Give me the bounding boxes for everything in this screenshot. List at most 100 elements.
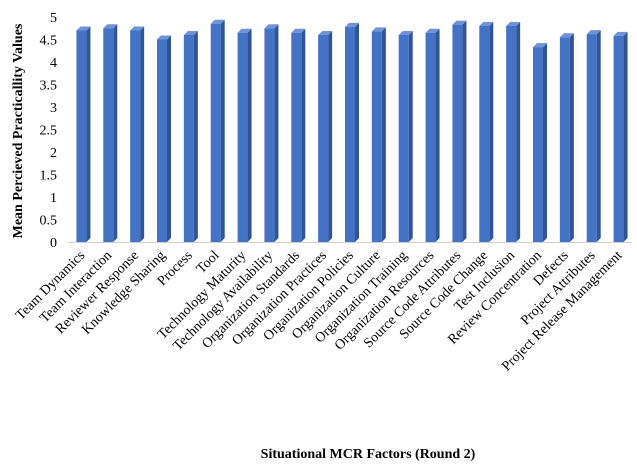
bar-front — [237, 32, 248, 242]
bar — [318, 31, 333, 242]
bar — [183, 31, 198, 242]
bar-front — [103, 28, 114, 242]
y-tick-label: 2.5 — [40, 124, 58, 139]
bar — [613, 31, 628, 243]
bar-front — [452, 24, 463, 243]
bar-top — [103, 24, 118, 29]
y-tick-label: 2 — [50, 146, 57, 161]
bar — [76, 26, 91, 242]
bar-side — [86, 26, 91, 242]
bar — [559, 33, 574, 242]
bar-top — [345, 22, 359, 27]
y-tick-label: 0 — [50, 236, 57, 251]
bar-front — [183, 35, 194, 242]
bar-top — [157, 35, 171, 40]
bar-front — [345, 26, 355, 243]
bar — [479, 22, 494, 242]
bar-top — [533, 43, 547, 48]
bar — [586, 30, 601, 242]
bar-side — [220, 19, 225, 242]
bar-front — [398, 35, 409, 242]
bar-top — [398, 31, 413, 35]
bar-side — [167, 35, 171, 242]
bar — [371, 27, 386, 243]
bar-side — [596, 30, 601, 242]
bar-side — [301, 28, 306, 242]
bar-top — [613, 31, 628, 36]
bar-front — [264, 28, 275, 242]
bar-side — [408, 31, 413, 242]
bar-side — [113, 24, 118, 242]
bar-side — [274, 24, 279, 242]
bar-front — [318, 35, 329, 242]
bar-side — [623, 31, 628, 243]
bar-front — [291, 32, 302, 242]
bar — [157, 35, 171, 242]
bar-top — [291, 28, 306, 33]
bar — [291, 28, 306, 242]
bar-front — [559, 37, 570, 242]
bar-top — [183, 31, 198, 35]
bar — [237, 28, 252, 242]
bar — [210, 19, 225, 242]
bar-front — [157, 39, 167, 242]
bar-side — [489, 22, 494, 242]
bar-top — [425, 28, 440, 33]
bar-side — [516, 22, 521, 242]
bar-front — [425, 32, 436, 242]
bar-top — [586, 30, 601, 35]
bar-top — [237, 28, 252, 33]
bar-top — [479, 22, 494, 26]
bar — [398, 31, 413, 242]
y-tick-label: 4 — [50, 56, 57, 71]
y-tick-label: 0.5 — [40, 214, 58, 229]
y-tick-label: 3.5 — [40, 79, 58, 94]
bar — [506, 22, 521, 242]
bar — [425, 28, 440, 242]
y-axis-ticks: 0 0.5 1 1.5 2 2.5 3 3.5 4 4.5 5 — [40, 11, 58, 251]
bar-top — [210, 19, 225, 24]
y-tick-label: 4.5 — [40, 34, 58, 49]
bar-front — [613, 35, 624, 243]
bar-front — [210, 23, 221, 242]
y-tick-label: 3 — [50, 101, 57, 116]
bar — [533, 43, 547, 243]
bar-top — [264, 24, 279, 29]
bar-front — [371, 31, 382, 243]
bar-top — [506, 22, 521, 26]
bar-top — [371, 27, 386, 32]
bar — [264, 24, 279, 242]
bar — [452, 20, 467, 243]
bar-top — [130, 26, 145, 31]
bar-side — [140, 26, 145, 242]
bar-front — [586, 34, 597, 242]
bar-side — [381, 27, 386, 243]
y-tick-label: 5 — [50, 11, 57, 26]
bar-front — [479, 26, 490, 242]
bar-side — [328, 31, 333, 242]
bar-front — [533, 47, 543, 243]
y-tick-label: 1.5 — [40, 169, 58, 184]
bar-side — [462, 20, 467, 243]
x-axis-title: Situational MCR Factors (Round 2) — [261, 447, 476, 462]
bar-side — [193, 31, 198, 242]
bars — [76, 19, 628, 243]
bar-side — [355, 22, 359, 243]
bar-front — [130, 30, 141, 242]
bar-side — [435, 28, 440, 242]
y-axis-title: Mean Percieved Practicallity Values — [11, 23, 26, 238]
bar-top — [559, 33, 574, 38]
bar-top — [318, 31, 333, 35]
bar — [130, 26, 145, 242]
bar-front — [76, 30, 87, 242]
bar-top — [452, 20, 467, 25]
bar — [345, 22, 359, 243]
bar-front — [506, 26, 517, 242]
bar-side — [543, 43, 547, 243]
bar-side — [569, 33, 574, 242]
bar — [103, 24, 118, 242]
bar-top — [76, 26, 91, 31]
y-tick-label: 1 — [50, 191, 57, 206]
